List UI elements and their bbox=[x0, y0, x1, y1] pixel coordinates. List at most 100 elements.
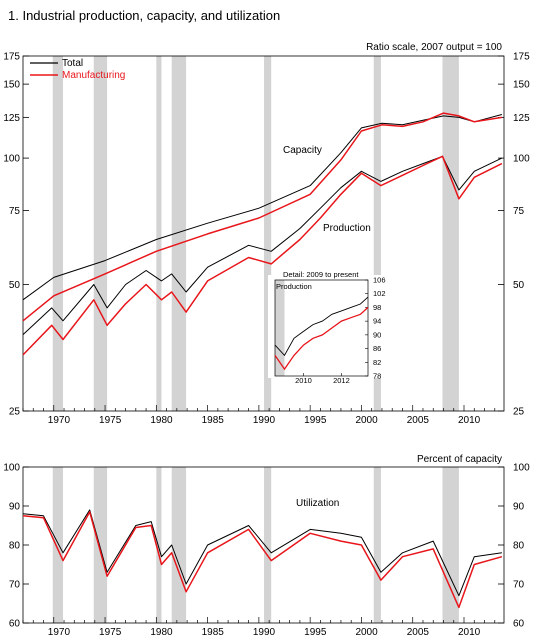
inset-detail: Detail: 2009 to present Production 78 82 8… bbox=[268, 270, 406, 385]
top-recession-bar bbox=[373, 56, 381, 411]
inset-y-tick-label: 94 bbox=[373, 317, 381, 326]
bottom-y-ticks: 60 60 70 70 80 80 90 90 100 100 bbox=[3, 463, 530, 630]
annotation-capacity: Capacity bbox=[283, 145, 322, 156]
bottom-y-tick-label-left: 90 bbox=[9, 502, 21, 513]
bottom-x-tick-label: 2005 bbox=[407, 627, 430, 638]
top-series-lines bbox=[22, 112, 503, 356]
top-x-tick-label: 2005 bbox=[407, 415, 430, 426]
inset-x-ticks: 2010 2012 bbox=[295, 373, 350, 385]
inset-title: Detail: 2009 to present bbox=[283, 270, 359, 279]
inset-y-tick-label: 78 bbox=[373, 372, 381, 381]
bottom-x-tick-label: 1985 bbox=[202, 627, 225, 638]
top-recession-bar bbox=[171, 56, 187, 411]
bottom-recession-bar bbox=[93, 467, 108, 623]
inset-x-tick-label: 2012 bbox=[333, 376, 350, 385]
top-y-tick-label-right: 50 bbox=[513, 280, 525, 291]
top-y-tick-label-left: 150 bbox=[3, 80, 20, 91]
top-x-tick-label: 2010 bbox=[458, 415, 481, 426]
scale-note: Ratio scale, 2007 output = 100 bbox=[366, 42, 502, 53]
top-y-tick-label-left: 75 bbox=[9, 206, 21, 217]
inset-y-tick-label: 98 bbox=[373, 303, 381, 312]
top-x-ticks: 1970 1975 1980 1985 1990 1995 2000 2005 2010 bbox=[22, 405, 496, 426]
bottom-y-tick-label-right: 60 bbox=[513, 619, 525, 630]
inset-series-lines bbox=[274, 296, 369, 371]
top-recession-bar bbox=[52, 56, 63, 411]
top-y-tick-label-right: 150 bbox=[513, 80, 530, 91]
inset-y-tick-label: 90 bbox=[373, 330, 381, 339]
bottom-recession-bar bbox=[264, 467, 272, 623]
inset-frame bbox=[274, 279, 369, 377]
inset-y-ticks: 78 82 86 90 94 98 102 106 bbox=[365, 276, 386, 381]
top-line-production-total bbox=[22, 155, 503, 335]
legend: Total Manufacturing bbox=[30, 58, 125, 81]
top-x-tick-label: 1990 bbox=[253, 415, 276, 426]
bottom-recession-bar bbox=[156, 467, 162, 623]
annotation-production: Production bbox=[323, 223, 371, 234]
top-recession-bar bbox=[264, 56, 272, 411]
bottom-recession-bar bbox=[373, 467, 381, 623]
inset-y-tick-label: 82 bbox=[373, 358, 381, 367]
inset-label: Production bbox=[276, 282, 312, 291]
bottom-x-tick-label: 2010 bbox=[458, 627, 481, 638]
top-x-tick-label: 2000 bbox=[355, 415, 378, 426]
top-recession-bar bbox=[93, 56, 108, 411]
bottom-x-tick-label: 1970 bbox=[48, 627, 71, 638]
top-recession-bar bbox=[442, 56, 459, 411]
annotation-utilization: Utilization bbox=[296, 498, 339, 509]
top-y-ticks: 25 25 50 50 75 75 100 100 125 125 150 150 175 175 bbox=[3, 52, 530, 418]
legend-label-manufacturing: Manufacturing bbox=[62, 70, 125, 81]
bottom-x-ticks: 1970 1975 1980 1985 1990 1995 2000 2005 2010 bbox=[22, 617, 496, 638]
top-y-tick-label-right: 175 bbox=[513, 52, 530, 63]
bottom-series-lines bbox=[22, 509, 503, 609]
top-y-tick-label-left: 25 bbox=[9, 407, 21, 418]
top-recession-bar bbox=[156, 56, 162, 411]
top-x-tick-label: 1970 bbox=[48, 415, 71, 426]
top-plot-frame bbox=[22, 55, 505, 412]
legend-label-total: Total bbox=[62, 58, 83, 69]
bottom-y-tick-label-left: 60 bbox=[9, 619, 21, 630]
top-x-tick-label: 1985 bbox=[202, 415, 225, 426]
bottom-x-tick-label: 1995 bbox=[304, 627, 327, 638]
inset-shading bbox=[275, 280, 285, 376]
bottom-x-tick-label: 1975 bbox=[99, 627, 122, 638]
top-y-tick-label-right: 125 bbox=[513, 113, 530, 124]
top-x-tick-label: 1975 bbox=[99, 415, 122, 426]
bottom-y-tick-label-right: 80 bbox=[513, 541, 525, 552]
bottom-y-tick-label-right: 70 bbox=[513, 580, 525, 591]
top-y-tick-label-left: 175 bbox=[3, 52, 20, 63]
inset-y-tick-label: 102 bbox=[373, 289, 386, 298]
bottom-y-tick-label-left: 70 bbox=[9, 580, 21, 591]
bottom-recession-shading bbox=[52, 467, 459, 623]
top-line-production-manufacturing bbox=[22, 155, 503, 356]
bottom-x-tick-label: 2000 bbox=[355, 627, 378, 638]
top-y-tick-label-right: 25 bbox=[513, 407, 525, 418]
inset-x-tick-label: 2010 bbox=[295, 376, 312, 385]
top-y-tick-label-left: 100 bbox=[3, 154, 20, 165]
top-y-tick-label-left: 50 bbox=[9, 280, 21, 291]
bottom-y-tick-label-left: 100 bbox=[3, 463, 20, 474]
bottom-x-tick-label: 1980 bbox=[150, 627, 173, 638]
bottom-y-tick-label-right: 90 bbox=[513, 502, 525, 513]
inset-y-tick-label: 86 bbox=[373, 344, 381, 353]
inset-recession-bar bbox=[275, 280, 285, 376]
inset-line-total bbox=[274, 296, 369, 357]
top-y-tick-label-right: 75 bbox=[513, 206, 525, 217]
top-x-tick-label: 1995 bbox=[304, 415, 327, 426]
bottom-line-total bbox=[22, 509, 502, 597]
bottom-recession-bar bbox=[442, 467, 459, 623]
inset-y-tick-label: 106 bbox=[373, 276, 386, 285]
bottom-line-manufacturing bbox=[22, 511, 503, 609]
top-panel: 25 25 50 50 75 75 100 100 125 125 150 150 175 175 197… bbox=[3, 42, 530, 426]
top-x-tick-label: 1980 bbox=[150, 415, 173, 426]
bottom-recession-bar bbox=[52, 467, 63, 623]
top-y-tick-label-left: 125 bbox=[3, 113, 20, 124]
top-line-capacity-manufacturing bbox=[22, 112, 503, 322]
bottom-recession-bar bbox=[171, 467, 187, 623]
top-line-capacity-total bbox=[22, 114, 503, 301]
chart-title: 1. Industrial production, capacity, and … bbox=[8, 8, 280, 23]
top-recession-shading bbox=[52, 56, 459, 411]
inset-line-manufacturing bbox=[274, 306, 369, 371]
bottom-unit-label: Percent of capacity bbox=[417, 454, 502, 465]
